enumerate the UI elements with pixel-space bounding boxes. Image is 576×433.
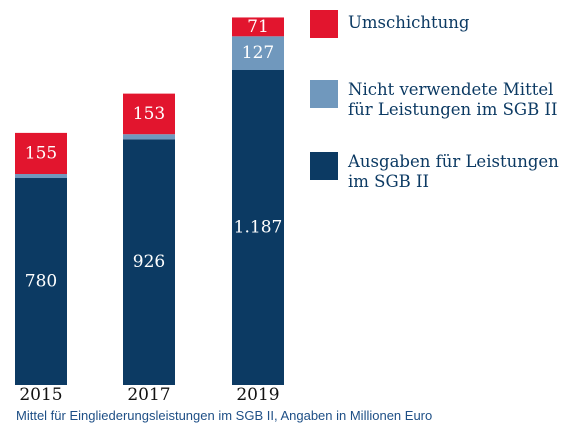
legend-swatch-nicht-verwendete-mittel (310, 80, 338, 108)
legend-label-nicht-verwendete-mittel: Nicht verwendete Mittel für Leistungen i… (348, 80, 558, 119)
data-label-2019-0: 1.187 (234, 218, 283, 238)
data-label-2017-0: 926 (133, 252, 165, 272)
legend-swatch-umschichtung (310, 10, 338, 38)
chart-caption: Mittel für Eingliederungsleistungen im S… (16, 408, 433, 423)
bar-segment-2015-2 (15, 132, 67, 175)
x-tick-label-2019: 2019 (236, 385, 279, 405)
x-tick-label-2017: 2017 (127, 385, 170, 405)
bar-segment-2019-0 (232, 70, 284, 385)
legend-label-umschichtung: Umschichtung (348, 13, 470, 32)
data-label-2019-1: 127 (242, 43, 274, 63)
legend-label-ausgaben: Ausgaben für Leistungen im SGB II (348, 152, 559, 191)
data-label-2019-2: 71 (247, 17, 269, 37)
data-label-2015-2: 155 (25, 143, 57, 163)
bar-segment-2019-1 (232, 36, 284, 70)
bar-segment-2017-1 (123, 134, 175, 140)
bar-segment-2015-0 (15, 178, 67, 385)
x-tick-label-2015: 2015 (19, 385, 62, 405)
legend-item-nicht-verwendete-mittel: Nicht verwendete Mittel für Leistungen i… (310, 80, 557, 120)
bar-segment-2017-0 (123, 139, 175, 385)
legend-swatch-ausgaben (310, 152, 338, 180)
bar-segment-2017-2 (123, 93, 175, 135)
data-label-2017-2: 153 (133, 104, 165, 124)
data-label-2015-0: 780 (25, 272, 57, 292)
bar-segment-2019-2 (232, 17, 284, 37)
legend-item-umschichtung: Umschichtung (310, 10, 469, 38)
legend-item-ausgaben: Ausgaben für Leistungen im SGB II (310, 152, 559, 192)
bar-segment-2015-1 (15, 174, 67, 179)
